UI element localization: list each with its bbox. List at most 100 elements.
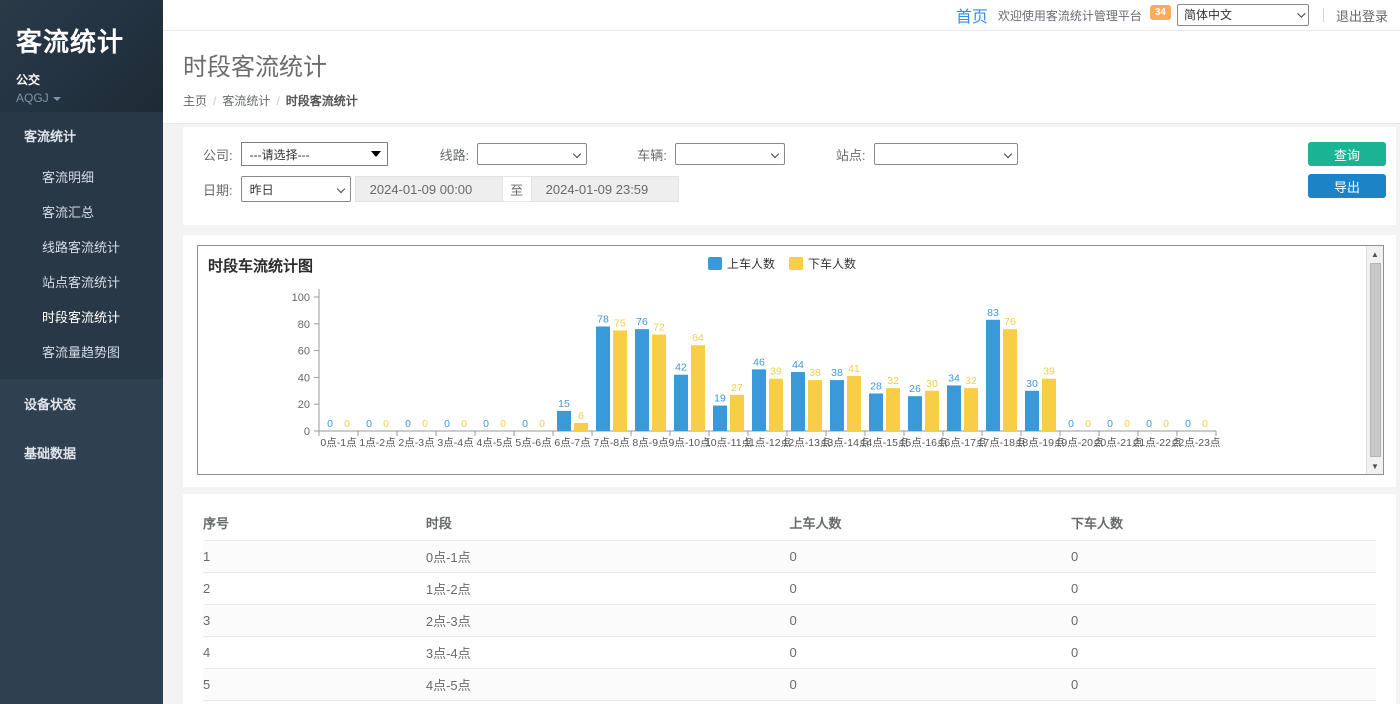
brand-title: 客流统计 — [16, 27, 125, 57]
bar-下车人数[interactable] — [652, 334, 666, 431]
svg-text:0: 0 — [1163, 418, 1169, 430]
scroll-up-icon[interactable]: ▲ — [1371, 249, 1379, 259]
bar-下车人数[interactable] — [886, 388, 900, 431]
chart-legend: 上车人数 下车人数 — [198, 255, 1366, 272]
bar-下车人数[interactable] — [925, 390, 939, 431]
svg-text:22点-23点: 22点-23点 — [1173, 437, 1221, 449]
station-select-value — [873, 143, 1018, 165]
table-cell: 3点-4点 — [425, 636, 790, 669]
bar-上车人数[interactable] — [557, 410, 571, 431]
svg-text:30: 30 — [926, 378, 938, 390]
legend-swatch-icon — [789, 257, 803, 270]
bar-上车人数[interactable] — [986, 319, 1000, 431]
date-preset-value: 昨日 — [240, 176, 351, 202]
date-preset-select[interactable]: 昨日 — [240, 176, 351, 202]
bar-下车人数[interactable] — [730, 394, 744, 431]
filter-panel: 公司: ---请选择--- 线路: 车辆: 站点: — [183, 127, 1396, 225]
sidebar-subitem[interactable]: 站点客流统计 — [42, 275, 121, 290]
breadcrumb-separator: / — [213, 94, 217, 108]
sidebar-subitem[interactable]: 客流量趋势图 — [42, 345, 121, 360]
query-button[interactable]: 查询 — [1308, 142, 1386, 166]
bar-下车人数[interactable] — [613, 330, 627, 432]
table-cell: 4 — [203, 636, 426, 669]
table-cell: 0 — [1071, 700, 1376, 704]
bar-下车人数[interactable] — [574, 422, 588, 431]
notification-badge[interactable]: 34 — [1149, 5, 1171, 20]
svg-text:0: 0 — [461, 418, 467, 430]
table-cell: 3 — [203, 604, 426, 637]
svg-text:75: 75 — [614, 318, 626, 330]
bar-下车人数[interactable] — [769, 378, 783, 431]
logout-link[interactable]: 退出登录 — [1335, 8, 1388, 24]
bar-下车人数[interactable] — [1042, 378, 1056, 431]
bar-下车人数[interactable] — [1003, 329, 1017, 431]
station-select[interactable] — [873, 143, 1018, 165]
sidebar-item-device-status[interactable]: 设备状态 — [24, 397, 77, 412]
home-link[interactable]: 首页 — [955, 9, 988, 26]
svg-text:32: 32 — [887, 375, 899, 387]
bar-上车人数[interactable] — [596, 326, 610, 431]
svg-text:28: 28 — [870, 380, 882, 392]
svg-text:20: 20 — [298, 399, 310, 411]
filter-row-1: 公司: ---请选择--- 线路: 车辆: 站点: — [203, 142, 1376, 166]
bar-上车人数[interactable] — [908, 396, 922, 431]
bar-上车人数[interactable] — [1025, 390, 1039, 431]
bar-上车人数[interactable] — [713, 405, 727, 431]
sidebar-subitem[interactable]: 线路客流统计 — [42, 240, 121, 255]
user-dropdown[interactable]: AQGJ — [16, 91, 147, 105]
legend-swatch-icon — [707, 257, 722, 270]
bar-上车人数[interactable] — [752, 369, 766, 431]
bar-上车人数[interactable] — [869, 393, 883, 431]
line-select[interactable] — [477, 143, 588, 165]
table-cell: 2点-3点 — [425, 604, 790, 637]
svg-text:2点-3点: 2点-3点 — [398, 437, 434, 449]
breadcrumb-item[interactable]: 主页 — [183, 94, 208, 108]
sidebar: 客流统计 公交 AQGJ 客流统计 客流明细 客流汇总 线路客流统计 站点客流统计 时段… — [0, 0, 163, 704]
bar-下车人数[interactable] — [964, 388, 978, 431]
sidebar-submenu: 客流明细客流汇总线路客流统计 站点客流统计 时段客流统计 客流量趋势图 — [0, 159, 163, 379]
bar-上车人数[interactable] — [791, 372, 805, 431]
sidebar-nav: 客流统计 客流明细客流汇总线路客流统计 站点客流统计 时段客流统计 客流量趋势图 设备… — [0, 112, 163, 477]
chart-panel: 时段车流统计图 上车人数 下车人数 0 20 40 60 80 100 0点-1点 0 0 1点-2… — [183, 235, 1396, 487]
table-row: 1 0点-1点 0 0 — [203, 540, 1376, 573]
date-from-input[interactable]: 2024-01-09 00:00 — [354, 176, 503, 202]
sidebar-subitem[interactable]: 客流明细 — [42, 170, 95, 185]
chart-scrollbar[interactable]: ▲ ▼ — [1366, 246, 1383, 474]
bar-下车人数[interactable] — [808, 380, 822, 431]
bar-下车人数[interactable] — [691, 345, 705, 431]
main-column: 首页 欢迎使用客流统计管理平台 34 简体中文 退出登录 时段客流统计 主页 / 客… — [163, 0, 1400, 704]
table-cell: 2 — [203, 572, 426, 605]
breadcrumb-separator: / — [276, 94, 280, 108]
vehicle-select-value — [674, 143, 785, 165]
svg-text:80: 80 — [298, 319, 310, 331]
bar-上车人数[interactable] — [830, 380, 844, 431]
vehicle-select[interactable] — [674, 143, 785, 165]
bar-下车人数[interactable] — [847, 376, 861, 431]
svg-text:44: 44 — [792, 359, 804, 371]
export-button[interactable]: 导出 — [1308, 174, 1386, 198]
scrollbar-thumb[interactable] — [1369, 263, 1381, 457]
table-cell: 0 — [1071, 572, 1376, 605]
sidebar-subitem[interactable]: 时段客流统计 — [42, 310, 121, 325]
legend-item[interactable]: 上车人数 — [707, 255, 775, 272]
sidebar-subitem[interactable]: 客流汇总 — [42, 205, 95, 220]
bar-上车人数[interactable] — [635, 329, 649, 431]
date-to-input[interactable]: 2024-01-09 23:59 — [530, 176, 679, 202]
svg-text:41: 41 — [848, 363, 860, 375]
bar-上车人数[interactable] — [674, 374, 688, 431]
svg-text:7点-8点: 7点-8点 — [593, 437, 629, 449]
legend-item[interactable]: 下车人数 — [789, 255, 856, 272]
sidebar-item-base-data[interactable]: 基础数据 — [24, 446, 77, 461]
svg-text:0: 0 — [539, 418, 545, 430]
bar-上车人数[interactable] — [947, 385, 961, 431]
svg-text:32: 32 — [965, 375, 977, 387]
table-cell: 1点-2点 — [425, 572, 790, 605]
svg-text:13点-14点: 13点-14点 — [822, 437, 870, 449]
scroll-down-icon[interactable]: ▼ — [1371, 461, 1379, 471]
breadcrumb-item[interactable]: 客流统计 — [222, 94, 271, 108]
sidebar-item-passenger-stats[interactable]: 客流统计 — [24, 129, 77, 144]
company-select[interactable]: ---请选择--- — [240, 142, 388, 166]
svg-text:20点-21点: 20点-21点 — [1095, 437, 1143, 449]
language-select[interactable]: 简体中文 — [1176, 4, 1309, 26]
svg-text:39: 39 — [1043, 366, 1055, 378]
